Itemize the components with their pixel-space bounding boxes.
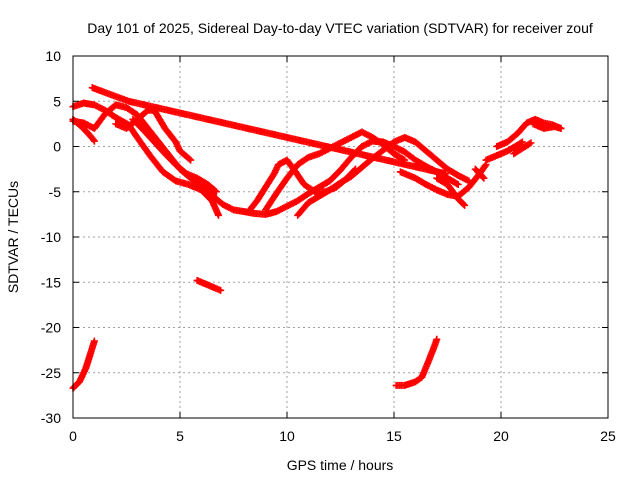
data-point-marker (441, 170, 449, 178)
data-points (69, 84, 565, 392)
x-tick-label: 15 (386, 428, 402, 444)
data-point-marker (217, 286, 225, 294)
series-track-11 (433, 174, 469, 209)
y-tick-label: -10 (41, 229, 61, 245)
y-tick-label: -20 (41, 320, 61, 336)
series-track-19 (392, 335, 441, 389)
series-track-18 (69, 337, 98, 392)
y-tick-label: -15 (41, 274, 61, 290)
data-point-marker (433, 335, 441, 343)
data-point-marker (557, 124, 565, 132)
data-point-marker (186, 155, 194, 163)
series-track-16 (510, 139, 535, 158)
series-track-20 (88, 84, 449, 178)
y-tick-label: 5 (53, 93, 61, 109)
x-tick-label: 25 (600, 428, 616, 444)
series-track-9 (294, 133, 473, 219)
data-point-marker (89, 136, 97, 144)
data-point-marker (526, 140, 534, 148)
data-point-marker (460, 200, 468, 208)
x-tick-label: 0 (69, 428, 77, 444)
data-point-marker (454, 181, 462, 189)
data-point-marker (517, 139, 525, 147)
data-point-marker (90, 137, 98, 145)
y-tick-label: 10 (45, 48, 61, 64)
data-point-marker (187, 156, 195, 164)
y-axis-label: SDTVAR / TECUs (5, 181, 21, 293)
x-tick-label: 10 (279, 428, 295, 444)
x-axis-label: GPS time / hours (287, 457, 394, 473)
data-point-marker (479, 173, 487, 181)
x-tick-label: 20 (493, 428, 509, 444)
x-tick-label: 5 (176, 428, 184, 444)
data-point-marker (480, 174, 488, 182)
data-point-marker (481, 162, 489, 170)
y-tick-label: -5 (49, 184, 62, 200)
data-point-marker (518, 138, 526, 146)
series-track-12 (471, 165, 488, 182)
y-tick-label: -25 (41, 365, 61, 381)
data-point-marker (90, 337, 98, 345)
series-track-13 (482, 138, 526, 164)
series-track-3 (69, 115, 98, 145)
chart-title: Day 101 of 2025, Sidereal Day-to-day VTE… (87, 20, 593, 36)
data-point-marker (461, 201, 469, 209)
series-track-15 (529, 120, 565, 132)
axis-ticks: 0 5 10 15 20 25 -30 -25 -20 -15 -10 -5 0 5 10 (41, 48, 616, 444)
series-track-17 (193, 276, 225, 294)
y-tick-label: 0 (53, 139, 61, 155)
data-point-marker (215, 211, 223, 219)
y-tick-label: -30 (41, 410, 61, 426)
data-point-marker (527, 139, 535, 147)
